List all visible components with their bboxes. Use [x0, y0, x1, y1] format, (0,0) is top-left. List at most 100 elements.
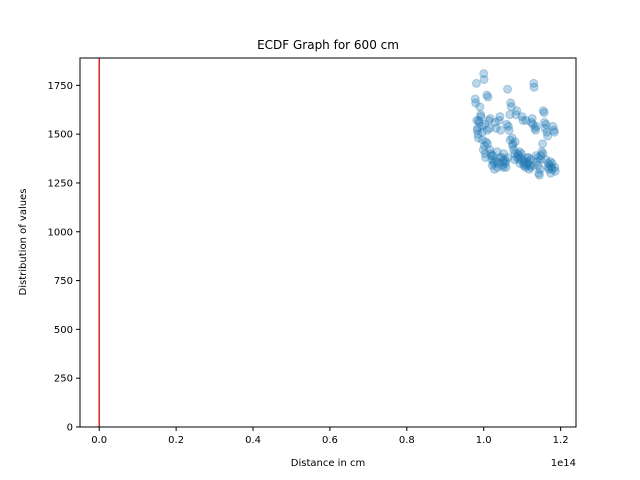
- scatter-point-48: [503, 121, 513, 131]
- scatter-point-136: [528, 160, 538, 170]
- scatter-point-101: [543, 158, 553, 168]
- scatter-point-51: [506, 98, 516, 108]
- scatter-point-94: [538, 106, 548, 116]
- scatter-point-89: [534, 170, 544, 180]
- scatter-point-58: [511, 110, 521, 120]
- scatter-point-21: [483, 92, 493, 102]
- scatter-point-90: [535, 164, 545, 174]
- scatter-point-4: [472, 125, 482, 135]
- scatter-point-77: [526, 155, 536, 165]
- scatter-point-135: [526, 162, 536, 172]
- scatter-point-45: [501, 162, 511, 172]
- scatter-point-118: [485, 145, 495, 155]
- scatter-point-108: [549, 125, 559, 135]
- scatter-point-142: [543, 162, 553, 172]
- scatter-point-114: [476, 112, 486, 122]
- scatter-point-126: [505, 135, 515, 145]
- scatter-point-59: [512, 106, 522, 116]
- scatter-point-110: [550, 162, 560, 172]
- scatter-point-113: [474, 115, 484, 125]
- y-tick-label-6: 1500: [48, 130, 73, 141]
- scatter-point-106: [547, 158, 557, 168]
- scatter-point-62: [514, 155, 524, 165]
- scatter-point-47: [503, 84, 513, 94]
- scatter-point-43: [499, 155, 509, 165]
- scatter-point-64: [516, 153, 526, 163]
- y-tick-label-0: 0: [67, 423, 73, 434]
- scatter-point-56: [509, 155, 519, 165]
- chart-title: ECDF Graph for 600 cm: [257, 38, 399, 52]
- scatter-point-95: [539, 108, 549, 118]
- scatter-point-98: [541, 119, 551, 129]
- scatter-point-61: [513, 151, 523, 161]
- scatter-point-75: [524, 164, 534, 174]
- scatter-point-39: [496, 153, 506, 163]
- scatter-point-125: [503, 153, 513, 163]
- scatter-point-63: [515, 158, 525, 168]
- scatter-point-137: [531, 151, 541, 161]
- scatter-point-55: [509, 145, 519, 155]
- scatter-point-127: [508, 141, 518, 151]
- y-axis-label: Distribution of values: [18, 189, 29, 296]
- scatter-point-100: [543, 131, 553, 141]
- scatter-point-143: [545, 156, 555, 166]
- scatter-point-27: [487, 160, 497, 170]
- scatter-point-15: [480, 119, 490, 129]
- scatter-point-140: [538, 149, 548, 159]
- scatter-point-80: [528, 119, 538, 129]
- scatter-point-111: [550, 166, 560, 176]
- scatter-point-134: [524, 153, 534, 163]
- scatter-point-28: [488, 151, 498, 161]
- scatter-point-74: [523, 156, 533, 166]
- scatter-point-104: [546, 168, 556, 178]
- scatter-point-87: [533, 153, 543, 163]
- scatter-point-119: [486, 151, 496, 161]
- x-offset-label: 1e14: [551, 458, 576, 469]
- scatter-point-138: [533, 160, 543, 170]
- scatter-point-122: [495, 153, 505, 163]
- scatter-point-32: [491, 123, 501, 133]
- scatter-point-70: [520, 162, 530, 172]
- scatter-point-40: [497, 160, 507, 170]
- scatter-point-117: [483, 139, 493, 149]
- scatter-point-132: [519, 158, 529, 168]
- scatter-point-107: [548, 121, 558, 131]
- scatter-point-120: [489, 156, 499, 166]
- scatter-point-93: [538, 139, 548, 149]
- scatter-point-41: [498, 156, 508, 166]
- scatter-point-72: [522, 153, 532, 163]
- scatter-point-92: [537, 147, 547, 157]
- scatter-point-105: [546, 162, 556, 172]
- scatter-point-103: [545, 160, 555, 170]
- scatter-point-141: [541, 155, 551, 165]
- scatter-point-1: [471, 98, 481, 108]
- scatter-point-66: [517, 112, 527, 122]
- scatter-point-35: [493, 158, 503, 168]
- scatter-point-139: [536, 155, 546, 165]
- scatter-point-60: [513, 149, 523, 159]
- scatter-point-144: [548, 164, 558, 174]
- scatter-point-52: [506, 102, 516, 112]
- scatter-point-8: [475, 102, 485, 112]
- scatter-point-130: [514, 147, 524, 157]
- scatter-point-124: [501, 156, 511, 166]
- scatter-point-38: [496, 125, 506, 135]
- scatter-point-16: [480, 149, 490, 159]
- scatter-point-99: [542, 127, 552, 137]
- y-tick-label-3: 750: [54, 276, 73, 287]
- scatter-point-76: [525, 160, 535, 170]
- x-tick-label-6: 1.2: [553, 435, 569, 446]
- scatter-point-96: [539, 117, 549, 127]
- scatter-point-88: [534, 168, 544, 178]
- axes-frame: [79, 57, 577, 428]
- scatter-point-109: [549, 127, 559, 137]
- scatter-point-22: [484, 115, 494, 125]
- scatter-point-7: [474, 117, 484, 127]
- scatter-point-2: [471, 78, 481, 88]
- scatter-point-31: [490, 117, 500, 127]
- scatter-point-83: [530, 123, 540, 133]
- scatter-point-37: [495, 112, 505, 122]
- scatter-point-82: [529, 82, 539, 92]
- scatter-point-23: [484, 123, 494, 133]
